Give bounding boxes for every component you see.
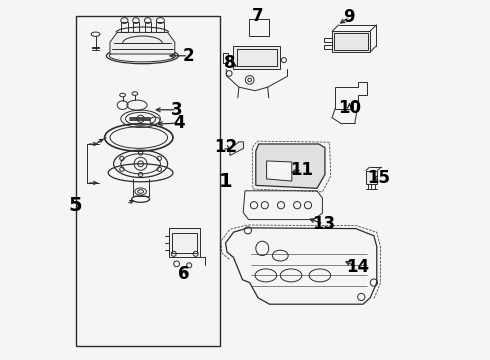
Bar <box>133 22 139 32</box>
Bar <box>332 31 370 52</box>
Bar <box>233 46 280 69</box>
Text: 14: 14 <box>346 258 369 276</box>
Bar <box>170 228 200 257</box>
Text: 9: 9 <box>343 8 355 26</box>
Bar <box>121 22 128 32</box>
Bar <box>222 53 228 63</box>
Text: 15: 15 <box>368 169 391 187</box>
Polygon shape <box>256 144 325 188</box>
Text: 7: 7 <box>252 7 264 25</box>
Text: 8: 8 <box>224 54 236 72</box>
Bar <box>324 45 332 49</box>
Text: 10: 10 <box>338 99 361 117</box>
Bar <box>172 233 197 253</box>
Text: 12: 12 <box>214 138 238 156</box>
Polygon shape <box>267 161 292 181</box>
Bar <box>366 171 377 184</box>
Text: 4: 4 <box>173 114 185 132</box>
Bar <box>76 16 220 346</box>
Bar <box>334 33 368 50</box>
Text: 1: 1 <box>219 172 232 191</box>
Polygon shape <box>230 142 244 156</box>
Text: 2: 2 <box>182 47 194 65</box>
Bar <box>324 38 332 42</box>
Polygon shape <box>110 32 175 54</box>
Bar <box>237 49 277 66</box>
Text: 3: 3 <box>171 101 182 119</box>
Bar <box>156 22 164 32</box>
Bar <box>248 19 270 36</box>
Text: 13: 13 <box>312 215 335 233</box>
Bar <box>145 22 151 32</box>
Text: 11: 11 <box>291 161 314 179</box>
Text: 5: 5 <box>68 196 82 215</box>
Text: 6: 6 <box>178 265 190 283</box>
